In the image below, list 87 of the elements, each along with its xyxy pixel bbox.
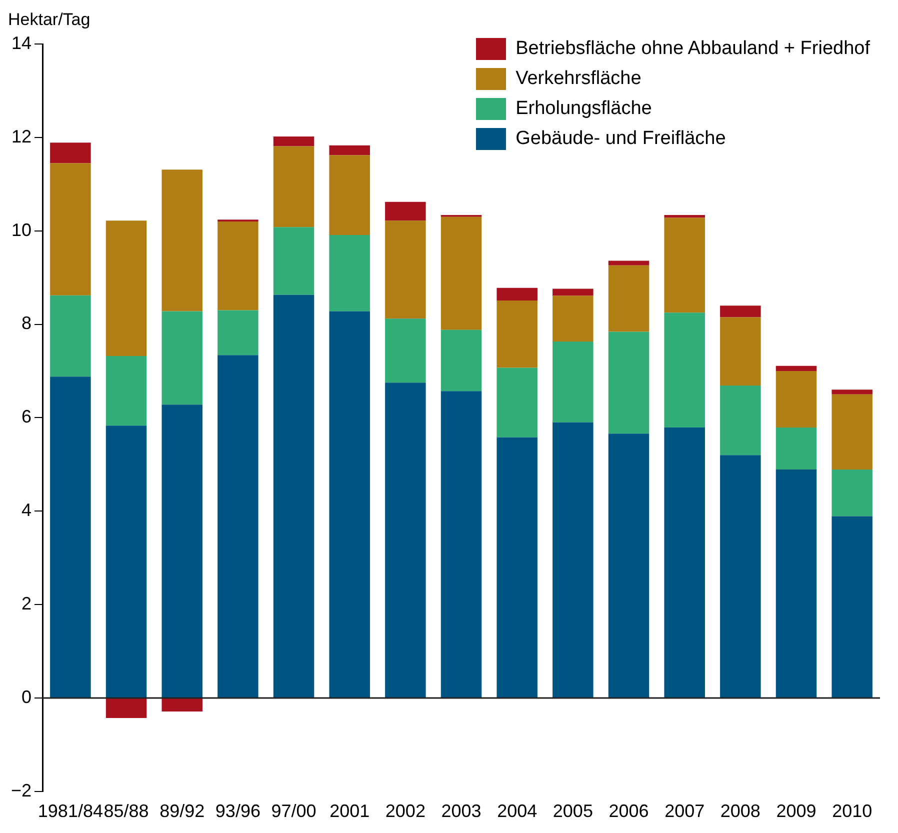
bar: [273, 294, 314, 698]
bar: [50, 142, 91, 164]
bar: [496, 288, 538, 300]
bar: [552, 422, 594, 698]
bar: [218, 222, 258, 310]
bar: [720, 455, 761, 698]
bar: [440, 330, 482, 392]
bar: [385, 220, 426, 319]
bar: [496, 437, 538, 698]
bar: [106, 426, 147, 698]
y-tick-label: 0: [22, 686, 32, 707]
bar: [329, 311, 370, 698]
x-tick-label: 93/96: [215, 801, 260, 822]
bar: [218, 310, 258, 356]
bar: [273, 136, 314, 146]
bar: [720, 317, 761, 386]
y-axis-title: Hektar/Tag: [8, 10, 90, 30]
x-tick-label: 2005: [552, 801, 593, 822]
bar: [440, 391, 482, 698]
bar: [664, 218, 705, 313]
bar: [273, 227, 314, 295]
legend-label: Verkehrsfläche: [516, 68, 642, 90]
bar: [776, 366, 817, 371]
bar: [608, 332, 650, 434]
bar: [162, 404, 202, 698]
x-tick-label: 2001: [330, 801, 370, 822]
x-tick-label: 2003: [441, 801, 482, 822]
bar: [608, 265, 650, 332]
bar: [162, 170, 202, 312]
bar: [162, 698, 202, 712]
bar: [608, 434, 650, 698]
bar: [776, 470, 817, 698]
bar: [720, 306, 761, 318]
bar: [664, 428, 705, 698]
x-tick-label: 85/88: [104, 801, 149, 822]
bar: [106, 698, 147, 718]
bar: [832, 394, 872, 470]
x-tick-label: 2010: [832, 801, 872, 822]
bar: [720, 385, 761, 456]
bar: [385, 202, 426, 221]
bar: [776, 428, 817, 470]
bar: [162, 311, 202, 405]
bar: [50, 295, 91, 377]
x-tick-label: 89/92: [160, 801, 205, 822]
bar: [552, 288, 594, 296]
bar: [329, 145, 370, 156]
bar: [832, 470, 872, 516]
x-tick-label: 1981/84: [38, 801, 103, 822]
y-tick-label: 12: [11, 126, 32, 146]
bar: [496, 300, 538, 368]
bar: [552, 296, 594, 342]
bar: [608, 260, 650, 266]
bar: [385, 318, 426, 383]
bar: [50, 376, 91, 698]
bar: [50, 163, 91, 296]
bar: [776, 370, 817, 428]
y-tick-label: 14: [11, 32, 32, 53]
bar: [664, 214, 705, 218]
y-tick-label: −2: [10, 780, 32, 800]
y-tick-label: 6: [22, 406, 32, 427]
bar: [385, 382, 426, 698]
bar: [832, 390, 872, 394]
x-tick-label: 2008: [720, 801, 760, 822]
y-tick-label: 2: [22, 594, 32, 614]
bar: [218, 355, 258, 698]
y-tick-label: 10: [11, 220, 32, 240]
bar: [106, 220, 147, 356]
bar: [329, 155, 370, 236]
legend-label: Gebäude- und Freifläche: [516, 128, 726, 150]
x-tick-label: 2004: [497, 801, 538, 822]
x-tick-label: 2007: [664, 801, 705, 822]
legend-label: Erholungsfläche: [516, 98, 652, 120]
y-tick-label: 4: [22, 500, 32, 520]
bar: [273, 146, 314, 228]
x-tick-label: 2009: [776, 801, 816, 822]
y-tick-label: 8: [22, 313, 32, 334]
bar: [106, 356, 147, 426]
bar: [552, 342, 594, 422]
bar: [832, 516, 872, 698]
x-tick-label: 2002: [385, 801, 426, 822]
bar: [664, 312, 705, 428]
legend-label: Betriebsfläche ohne Abbauland + Friedhof: [516, 38, 870, 60]
bar: [496, 368, 538, 438]
x-tick-label: 2006: [608, 801, 649, 822]
bar: [329, 235, 370, 312]
x-tick-label: 97/00: [271, 801, 316, 822]
bar: [440, 216, 482, 330]
